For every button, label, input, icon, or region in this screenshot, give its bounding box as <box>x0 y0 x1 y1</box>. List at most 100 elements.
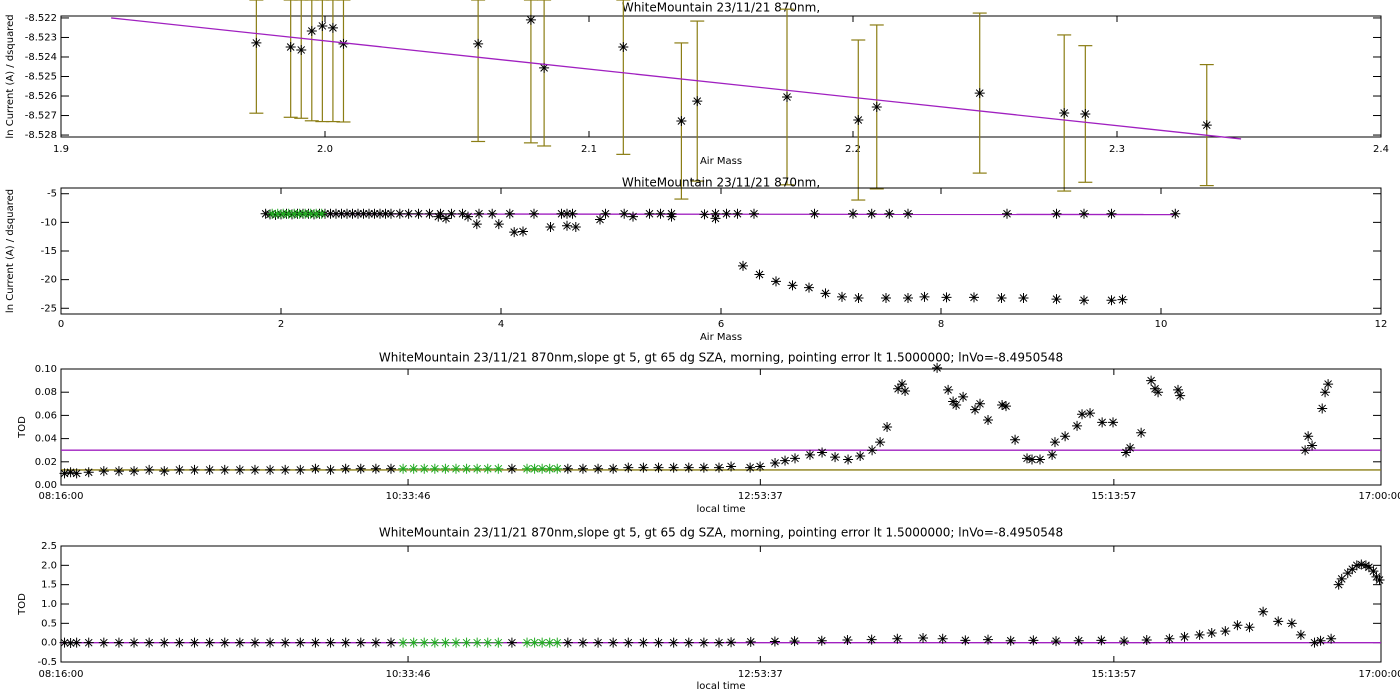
data-point <box>219 637 230 648</box>
y-tick-label: 0.08 <box>35 387 57 398</box>
data-point <box>1368 566 1379 577</box>
data-point <box>355 463 366 474</box>
data-point <box>1047 449 1058 460</box>
data-point <box>618 42 629 53</box>
data-point <box>65 638 76 649</box>
x-axis-label: local time <box>696 681 745 692</box>
data-point <box>848 208 858 219</box>
data-point <box>1125 442 1136 453</box>
data-point <box>144 464 155 475</box>
x-tick-label: 12 <box>1375 319 1388 330</box>
data-point <box>820 288 831 299</box>
y-tick-label: 2.5 <box>41 541 57 552</box>
data-point <box>450 463 461 474</box>
data-point <box>969 292 979 303</box>
data-point <box>1051 294 1062 305</box>
x-tick-label: 08:16:00 <box>39 491 84 502</box>
data-point <box>440 637 451 648</box>
data-point <box>790 453 801 464</box>
x-tick-label: 10:33:46 <box>386 669 431 680</box>
y-tick-label: 1.5 <box>41 580 57 591</box>
data-point <box>309 209 319 220</box>
y-tick-label: -25 <box>41 303 57 314</box>
x-tick-label: 10 <box>1155 319 1168 330</box>
data-point <box>855 451 866 461</box>
data-point <box>340 637 351 648</box>
data-point <box>1141 634 1152 645</box>
data-point <box>619 208 630 219</box>
data-point <box>59 468 70 479</box>
data-point <box>522 637 533 648</box>
data-point <box>655 208 666 219</box>
data-point <box>325 464 336 475</box>
data-point <box>755 461 766 472</box>
data-point <box>504 208 515 219</box>
data-point <box>556 208 567 219</box>
data-point <box>276 209 286 220</box>
data-point <box>98 466 109 477</box>
data-point <box>408 463 419 474</box>
data-point <box>325 637 336 648</box>
data-point <box>623 462 634 473</box>
data-point <box>1326 633 1337 644</box>
data-point <box>903 292 913 303</box>
y-tick-label: 0.00 <box>35 480 57 491</box>
y-tick-label: -5 <box>47 189 57 200</box>
x-tick-label: 2.0 <box>317 144 333 155</box>
data-point <box>260 208 271 219</box>
data-point <box>595 214 605 225</box>
data-point <box>713 637 724 648</box>
y-tick-label: 1.0 <box>41 599 57 610</box>
data-point <box>316 208 327 219</box>
data-point <box>676 115 687 126</box>
data-point <box>1303 431 1314 442</box>
data-point <box>1356 559 1367 570</box>
data-point <box>522 463 533 474</box>
data-point <box>983 634 994 645</box>
data-point <box>1072 420 1083 431</box>
data-point <box>358 208 369 219</box>
data-point <box>726 461 737 472</box>
plot-frame <box>60 368 1382 486</box>
data-point <box>419 463 430 474</box>
data-point <box>941 292 952 303</box>
data-point <box>1027 454 1038 465</box>
data-point <box>882 422 893 432</box>
data-point <box>419 637 430 648</box>
data-point <box>159 466 170 477</box>
x-tick-label: 2.4 <box>1373 144 1389 155</box>
x-tick-label: 15:13:57 <box>1091 491 1136 502</box>
data-point <box>446 208 457 219</box>
data-point <box>474 208 484 219</box>
data-point <box>1059 107 1070 118</box>
data-point <box>842 634 853 645</box>
data-point <box>871 101 882 112</box>
y-tick-label: -8.525 <box>25 72 57 83</box>
y-axis-label: ln Current (A) / dsquared <box>5 14 16 138</box>
data-point <box>369 208 380 219</box>
data-point <box>668 462 679 473</box>
data-point <box>770 457 781 468</box>
data-point <box>342 208 352 219</box>
data-point <box>375 208 385 219</box>
data-point <box>340 463 351 474</box>
data-point <box>493 219 504 230</box>
data-point <box>721 208 732 219</box>
data-point <box>353 208 363 219</box>
x-tick-label: 0 <box>58 319 64 330</box>
data-point <box>189 464 200 475</box>
data-point <box>1022 453 1033 464</box>
data-point <box>1201 120 1212 131</box>
x-tick-label: 1.9 <box>53 144 69 155</box>
data-point <box>1336 573 1347 584</box>
x-tick-label: 12:53:37 <box>738 669 783 680</box>
data-point <box>884 208 895 219</box>
data-point <box>306 26 317 37</box>
data-point <box>830 452 841 463</box>
data-point <box>331 208 341 219</box>
data-point <box>544 463 555 474</box>
data-point <box>837 291 847 302</box>
data-point <box>317 20 328 31</box>
data-point <box>204 464 215 475</box>
